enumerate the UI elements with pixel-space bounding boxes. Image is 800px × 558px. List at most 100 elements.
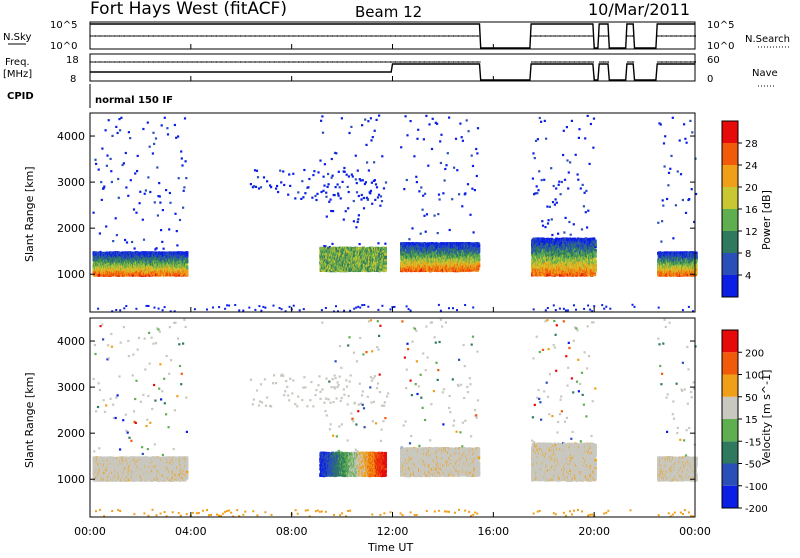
scatter-point-sparse bbox=[119, 129, 121, 131]
nsky-label: N.Sky bbox=[3, 32, 31, 43]
scatter-point-sparse bbox=[105, 225, 107, 227]
scatter-point-sparse bbox=[156, 166, 158, 168]
scatter-point-sparse bbox=[101, 199, 103, 201]
scatter-point-sparse bbox=[129, 137, 131, 139]
freq-tick-bottom: 8 bbox=[70, 74, 76, 85]
scatter-point-sparse bbox=[174, 124, 176, 126]
scatter-point-sparse bbox=[142, 219, 144, 221]
scatter-point-sparse bbox=[179, 219, 181, 221]
scatter-point-sparse bbox=[183, 186, 185, 188]
scatter-point-sparse bbox=[152, 152, 154, 154]
scatter-point-sparse bbox=[103, 186, 105, 188]
scatter-point-sparse bbox=[185, 177, 187, 179]
scatter-point-sparse bbox=[106, 155, 108, 157]
scatter-point bbox=[186, 252, 189, 255]
scatter-point-sparse bbox=[147, 176, 149, 178]
scatter-point-sparse bbox=[175, 137, 177, 139]
scatter-point-sparse bbox=[155, 137, 157, 139]
scatter-point-sparse bbox=[125, 152, 127, 154]
scatter-point-sparse bbox=[131, 241, 133, 243]
scatter-point-sparse bbox=[321, 115, 323, 117]
station-title: Fort Hays West (fitACF) bbox=[90, 0, 287, 19]
scatter-point-sparse bbox=[124, 239, 126, 241]
scatter-point-sparse bbox=[127, 195, 129, 197]
scatter-point-sparse bbox=[115, 217, 117, 219]
scatter-point-sparse bbox=[185, 160, 187, 162]
scatter-point-sparse bbox=[178, 177, 180, 179]
scatter-point-sparse bbox=[167, 133, 169, 135]
scatter-point bbox=[186, 272, 189, 275]
scatter-point-sparse bbox=[118, 197, 120, 199]
freq-tick-top: 18 bbox=[66, 55, 79, 66]
scatter-point-sparse bbox=[181, 164, 183, 166]
scatter-point-sparse bbox=[130, 179, 132, 181]
scatter-point-sparse bbox=[149, 191, 151, 193]
scatter-point-sparse bbox=[128, 131, 130, 133]
scatter-point-sparse bbox=[117, 178, 119, 180]
scatter-point-sparse bbox=[180, 150, 182, 152]
scatter-point-sparse bbox=[320, 120, 322, 122]
scatter-point-sparse bbox=[168, 228, 170, 230]
scatter-point-sparse bbox=[111, 135, 113, 137]
scatter-point-sparse bbox=[324, 163, 326, 165]
scatter-point-sparse bbox=[176, 230, 178, 232]
scatter-point-sparse bbox=[323, 176, 325, 178]
scatter-point-sparse bbox=[145, 189, 147, 191]
scatter-point-sparse bbox=[152, 132, 154, 134]
scatter-point bbox=[186, 265, 189, 268]
scatter-point-sparse bbox=[112, 240, 114, 242]
scatter-point bbox=[186, 261, 189, 264]
scatter-point-sparse bbox=[116, 234, 118, 236]
scatter-point-sparse bbox=[159, 202, 161, 204]
scatter-point-sparse bbox=[143, 239, 145, 241]
nsearch-tick-top: 10^5 bbox=[707, 20, 734, 31]
scatter-point-sparse bbox=[133, 208, 135, 210]
scatter-point-sparse bbox=[156, 247, 158, 249]
scatter-point-sparse bbox=[169, 192, 171, 194]
nsky-tick-bottom: 10^0 bbox=[50, 41, 77, 52]
scatter-point-sparse bbox=[106, 165, 108, 167]
nave-label: Nave bbox=[752, 68, 778, 79]
scatter-point-sparse bbox=[120, 117, 122, 119]
scatter-point-sparse bbox=[325, 192, 327, 194]
scatter-point-sparse bbox=[118, 118, 120, 120]
date-label: 10/Mar/2011 bbox=[588, 0, 690, 19]
scatter-point-sparse bbox=[144, 193, 146, 195]
nsky-strip: N.Sky 10^5 10^0 10^5 10^0 N.Search bbox=[3, 20, 790, 52]
scatter-point-sparse bbox=[139, 202, 141, 204]
scatter-point-sparse bbox=[162, 209, 164, 211]
scatter-point-sparse bbox=[110, 170, 112, 172]
scatter-point-sparse bbox=[98, 169, 100, 171]
scatter-point-sparse bbox=[161, 124, 163, 126]
cpid-label: CPID bbox=[7, 91, 34, 102]
scatter-point-sparse bbox=[181, 157, 183, 159]
scatter-point-sparse bbox=[110, 158, 112, 160]
scatter-point-sparse bbox=[125, 186, 127, 188]
scatter-point-sparse bbox=[147, 122, 149, 124]
scatter-point-sparse bbox=[177, 135, 179, 137]
scatter-point-sparse bbox=[319, 160, 321, 162]
scatter-point-sparse bbox=[117, 132, 119, 134]
scatter-point-sparse bbox=[164, 117, 166, 119]
cpid-value: normal 150 IF bbox=[95, 95, 173, 106]
scatter-point-sparse bbox=[159, 195, 161, 197]
scatter-point-sparse bbox=[163, 248, 165, 250]
scatter-point-sparse bbox=[105, 129, 107, 131]
beam-label: Beam 12 bbox=[355, 3, 422, 21]
scatter-point-sparse bbox=[182, 207, 184, 209]
scatter-point-sparse bbox=[111, 181, 113, 183]
scatter-point-sparse bbox=[149, 146, 151, 148]
scatter-point-sparse bbox=[174, 213, 176, 215]
scatter-point-sparse bbox=[93, 212, 95, 214]
scatter-point-sparse bbox=[157, 214, 159, 216]
scatter-point-sparse bbox=[154, 201, 156, 203]
scatter-point-sparse bbox=[139, 191, 141, 193]
scatter-point-sparse bbox=[123, 162, 125, 164]
scatter-point-sparse bbox=[176, 244, 178, 246]
nsearch-label: N.Search bbox=[745, 34, 790, 45]
scatter-point-sparse bbox=[183, 190, 185, 192]
scatter-point-sparse bbox=[101, 148, 103, 150]
